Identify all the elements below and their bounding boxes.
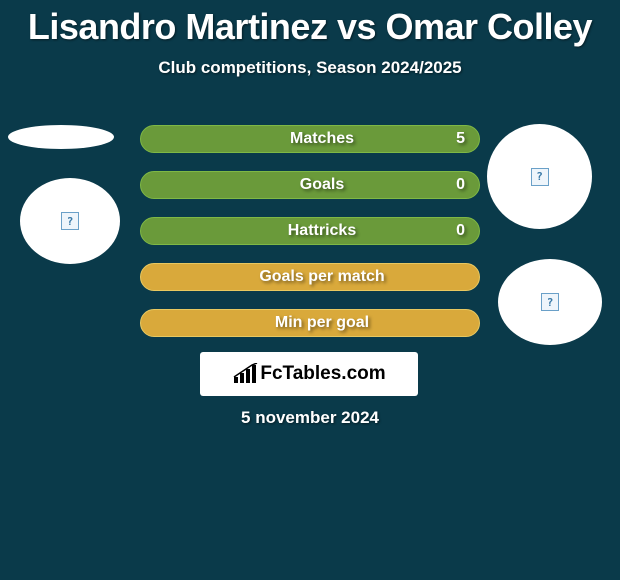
player2-avatar-circle-bottom: ? [498, 259, 602, 345]
stat-row-goals: Goals 0 [140, 171, 480, 199]
stat-row-matches: Matches 5 [140, 125, 480, 153]
stat-label: Min per goal [275, 314, 369, 332]
stat-value: 5 [456, 130, 465, 148]
page-title: Lisandro Martinez vs Omar Colley [0, 0, 620, 48]
image-placeholder-icon: ? [61, 212, 79, 230]
stat-label: Goals [300, 176, 344, 194]
player1-avatar-circle: ? [20, 178, 120, 264]
brand-box: FcTables.com [200, 352, 418, 396]
image-placeholder-icon: ? [531, 168, 549, 186]
stat-row-hattricks: Hattricks 0 [140, 217, 480, 245]
player1-avatar-ellipse [8, 125, 114, 149]
player2-avatar-circle-top: ? [487, 124, 592, 229]
stat-value: 0 [456, 222, 465, 240]
image-placeholder-icon: ? [541, 293, 559, 311]
stat-label: Matches [290, 130, 354, 148]
date-text: 5 november 2024 [0, 408, 620, 428]
stat-row-goals-per-match: Goals per match [140, 263, 480, 291]
stat-label: Hattricks [288, 222, 356, 240]
brand-text: FcTables.com [260, 363, 385, 385]
comparison-card: Lisandro Martinez vs Omar Colley Club co… [0, 0, 620, 580]
stat-row-min-per-goal: Min per goal [140, 309, 480, 337]
brand-bars-icon [232, 363, 258, 385]
stat-value: 0 [456, 176, 465, 194]
stats-block: Matches 5 Goals 0 Hattricks 0 Goals per … [140, 125, 480, 355]
stat-label: Goals per match [259, 268, 384, 286]
page-subtitle: Club competitions, Season 2024/2025 [0, 58, 620, 78]
brand-label: FcTables.com [232, 363, 385, 385]
